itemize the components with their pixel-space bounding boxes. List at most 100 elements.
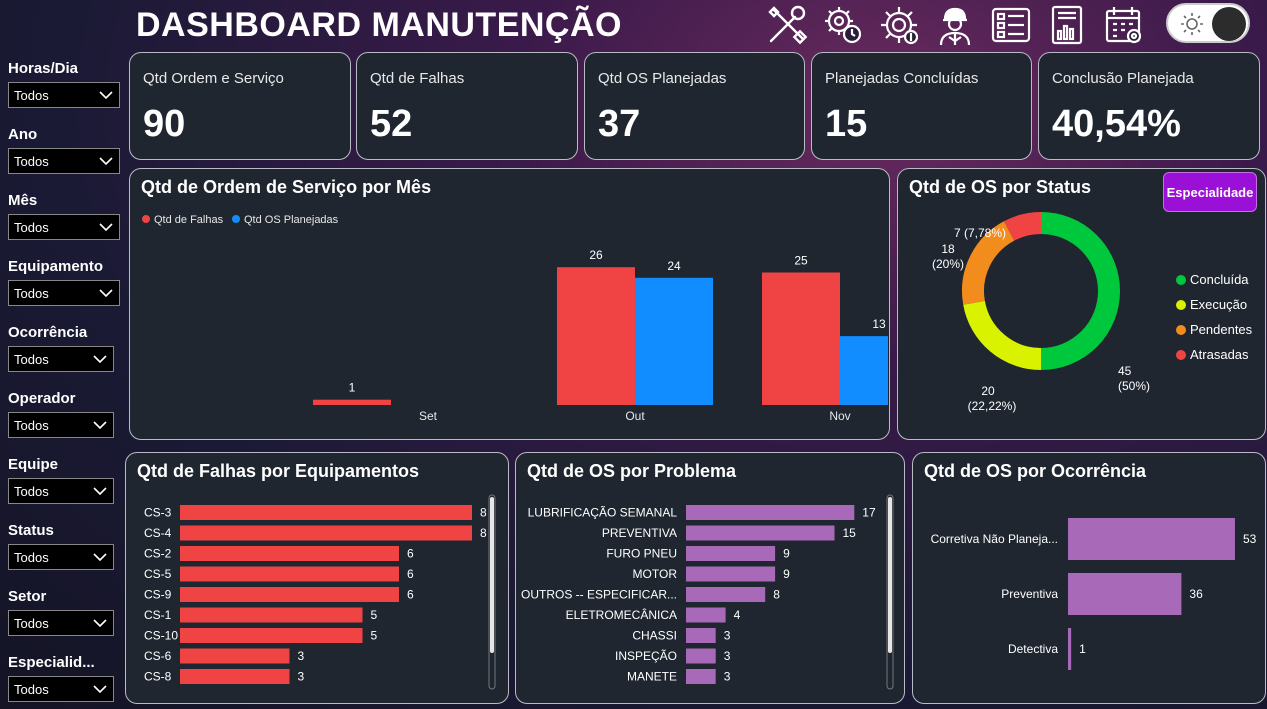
- kpi-card-0: Qtd Ordem e Serviço 90: [129, 52, 351, 160]
- pie-slice: [1003, 212, 1042, 241]
- chevron-down-icon: [99, 289, 113, 298]
- filter-label: Mês: [8, 192, 38, 209]
- tick-label: CS-10: [144, 629, 178, 643]
- legend-marker: [1176, 350, 1186, 360]
- kpi-label: Qtd de Falhas: [370, 70, 465, 87]
- bar: [686, 566, 776, 582]
- scrollbar-thumb: [490, 497, 494, 653]
- kpi-card-3: Planejadas Concluídas 15: [811, 52, 1032, 160]
- chart-os-ocorrencia: Qtd de OS por Ocorrência Corretiva Não P…: [912, 452, 1266, 704]
- filter-dropdown[interactable]: Todos: [8, 676, 114, 702]
- data-label: 5: [371, 608, 378, 622]
- bar: [180, 525, 472, 541]
- data-label: 24: [667, 259, 681, 273]
- checklist-form-icon[interactable]: [986, 2, 1036, 48]
- tick-label: PREVENTIVA: [602, 526, 677, 540]
- filter-dropdown[interactable]: Todos: [8, 610, 114, 636]
- chevron-down-icon: [93, 553, 107, 562]
- hbar-chart-svg: LUBRIFICAÇÃO SEMANAL 17 PREVENTIVA 15 FURO P…: [521, 494, 894, 690]
- legend-marker: [142, 215, 150, 223]
- chevron-down-icon: [99, 157, 113, 166]
- tools-icon[interactable]: [762, 2, 812, 48]
- filter-dropdown[interactable]: Todos: [8, 544, 114, 570]
- filter-dropdown[interactable]: Todos: [8, 280, 120, 306]
- maintenance-clock-icon[interactable]: [818, 2, 868, 48]
- filter-value: Todos: [14, 88, 49, 103]
- donut-chart-svg: 45(50%) 20(22,22%) 18(20%) 7 (7,78%) Concluí…: [932, 212, 1253, 413]
- tick-label: CS-8: [144, 670, 172, 684]
- tick-label: ELETROMECÂNICA: [566, 607, 677, 622]
- filter-value: Todos: [14, 682, 49, 697]
- toggle-knob[interactable]: [1212, 7, 1246, 41]
- pie-slice: [963, 300, 1042, 370]
- chart-os-por-status: Qtd de OS por Status Especialidade 45 (50…: [897, 168, 1266, 440]
- filter-3: Equipamento Todos: [8, 258, 120, 306]
- filter-dropdown[interactable]: Todos: [8, 412, 114, 438]
- kpi-label: Qtd OS Planejadas: [598, 70, 727, 87]
- data-label: 15: [843, 526, 857, 540]
- filter-value: Todos: [14, 484, 49, 499]
- chart-title: Qtd de Ordem de Serviço por Mês: [141, 177, 432, 197]
- filter-8: Setor Todos: [8, 588, 114, 636]
- scrollbar-track: [886, 494, 894, 690]
- bar: [686, 669, 716, 684]
- filter-label: Especialid...: [8, 654, 95, 671]
- chevron-down-icon: [99, 91, 113, 100]
- filter-dropdown[interactable]: Todos: [8, 214, 120, 240]
- legend-label: Qtd de Falhas: [154, 214, 224, 226]
- filter-label: Equipe: [8, 456, 59, 473]
- theme-toggle[interactable]: [1166, 3, 1250, 43]
- engineer-icon[interactable]: [930, 2, 980, 48]
- filter-label: Operador: [8, 390, 76, 407]
- data-label: 6: [407, 588, 414, 602]
- tick-label: CS-5: [144, 567, 172, 581]
- bar: [180, 546, 399, 561]
- kpi-value: 52: [370, 103, 413, 145]
- filter-value: Todos: [14, 616, 49, 631]
- data-label: 18: [941, 242, 955, 256]
- pie-slice: [1040, 212, 1120, 370]
- bar: [686, 648, 716, 664]
- filter-value: Todos: [14, 154, 49, 169]
- bar: [180, 628, 363, 643]
- legend-marker: [1176, 300, 1186, 310]
- bar: [1068, 573, 1182, 615]
- filter-dropdown[interactable]: Todos: [8, 82, 120, 108]
- filter-dropdown[interactable]: Todos: [8, 346, 114, 372]
- filter-dropdown[interactable]: Todos: [8, 478, 114, 504]
- tick-label: Preventiva: [1001, 587, 1058, 601]
- tick-label: CS-3: [144, 506, 172, 520]
- tick-label: CS-6: [144, 649, 172, 663]
- data-label: 3: [724, 670, 731, 684]
- data-label: 3: [724, 649, 731, 663]
- bar: [686, 607, 726, 623]
- scrollbar-track: [488, 494, 496, 690]
- data-label: 7 (7,78%): [954, 226, 1006, 240]
- tick-label: CHASSI: [632, 629, 677, 643]
- filter-label: Status: [8, 522, 54, 539]
- bar: [840, 336, 888, 405]
- tick-label: Nov: [829, 409, 850, 423]
- data-label: 13: [872, 317, 886, 331]
- chart-os-por-mes: Qtd de Ordem de Serviço por Mês Qtd de F…: [129, 168, 890, 440]
- kpi-label: Conclusão Planejada: [1052, 70, 1194, 87]
- filter-dropdown[interactable]: Todos: [8, 148, 120, 174]
- filter-label: Setor: [8, 588, 47, 605]
- filter-value: Todos: [14, 418, 49, 433]
- filter-value: Todos: [14, 286, 49, 301]
- filter-2: Mês Todos: [8, 192, 120, 240]
- filter-label: Horas/Dia: [8, 60, 79, 77]
- filter-0: Horas/Dia Todos: [8, 60, 120, 108]
- data-label: 36: [1189, 587, 1203, 601]
- legend-marker: [1176, 275, 1186, 285]
- bar: [635, 277, 713, 405]
- bar: [686, 546, 776, 561]
- legend-marker: [232, 215, 240, 223]
- report-chart-icon[interactable]: [1042, 2, 1092, 48]
- data-label: 6: [407, 567, 414, 581]
- gear-money-icon[interactable]: [874, 2, 924, 48]
- specialty-button[interactable]: Especialidade: [1163, 172, 1257, 212]
- data-label-pct: (50%): [1118, 379, 1150, 393]
- hbar-chart-svg: CS-3 8 CS-4 8 CS-2 6 CS-5 6 CS-9 6 CS-1 5 CS-10 5 CS-6…: [144, 494, 496, 690]
- calendar-gear-icon[interactable]: [1098, 2, 1148, 48]
